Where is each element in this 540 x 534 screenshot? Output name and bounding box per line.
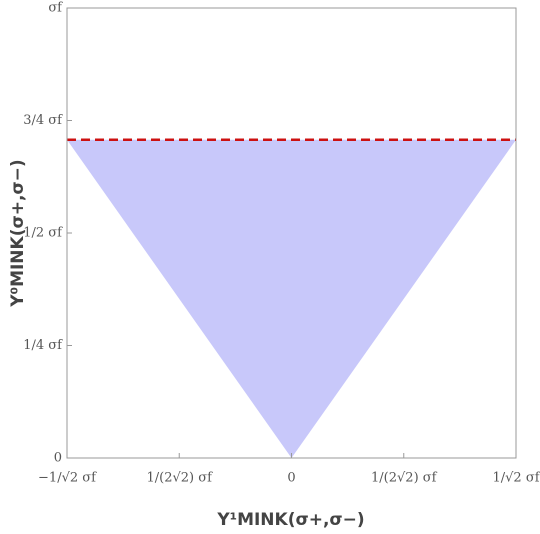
- x-tick-label: −1/√2 σf: [38, 471, 97, 486]
- region: [67, 139, 516, 458]
- x-tick-label: 0: [287, 471, 295, 486]
- x-tick-label: 1/(2√2) σf: [147, 471, 214, 486]
- y-axis-title: Y⁰MINK(σ+,σ−): [8, 159, 28, 307]
- y-tick-label: 0: [54, 451, 62, 466]
- x-tick-label: 1/√2 σf: [492, 471, 540, 486]
- y-tick-label: 3/4 σf: [23, 113, 63, 128]
- y-tick-label: 1/4 σf: [23, 338, 63, 353]
- y-tick-label: σf: [48, 1, 63, 16]
- x-axis-title: Y¹MINK(σ+,σ−): [216, 510, 364, 530]
- x-tick-label: 1/(2√2) σf: [371, 471, 438, 486]
- y-tick-label: 1/2 σf: [23, 226, 63, 241]
